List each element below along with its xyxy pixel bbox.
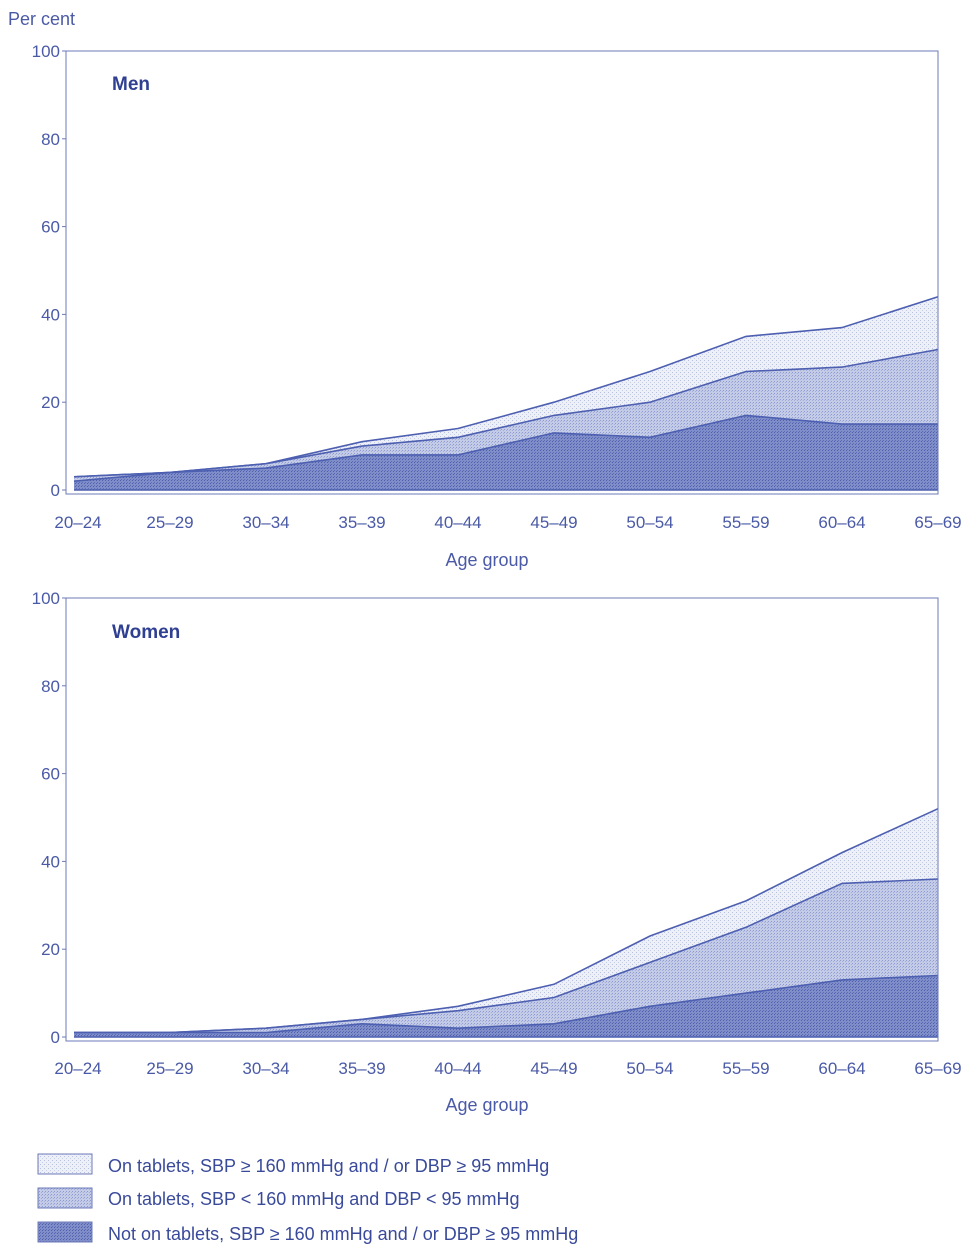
women-x-tick-label: 30–34 (242, 1059, 289, 1078)
men-line-medium (73, 348, 939, 478)
women-x-tick-label: 25–29 (146, 1059, 193, 1078)
legend-label-dark: Not on tablets, SBP ≥ 160 mmHg and / or … (108, 1224, 578, 1244)
women-line-dark (74, 974, 939, 1034)
legend-swatch-medium (37, 1187, 93, 1209)
y-unit-label: Per cent (8, 9, 75, 29)
men-x-tick-label: 35–39 (338, 513, 385, 532)
women-plot-frame (65, 597, 939, 1042)
legend-item-light: On tablets, SBP ≥ 160 mmHg and / or DBP … (37, 1153, 549, 1176)
legend-item-medium: On tablets, SBP < 160 mmHg and DBP < 95 … (37, 1187, 520, 1209)
men-y-tick-label: 100 (32, 42, 60, 61)
men-y-axis: 0 20 40 60 80 100 (32, 42, 66, 500)
men-x-tick-label: 50–54 (626, 513, 673, 532)
legend-swatch-light (37, 1153, 93, 1175)
men-line-dark (73, 414, 938, 482)
women-x-tick-label: 45–49 (530, 1059, 577, 1078)
panel-women: 0 20 40 60 80 100 20–24 25–29 30–34 35–39 40–44 45… (32, 589, 962, 1115)
men-x-tick-label: 60–64 (818, 513, 865, 532)
men-x-axis: 20–24 25–29 30–34 35–39 40–44 45–49 50–54 55–59… (54, 513, 961, 532)
men-area-dark (74, 415, 938, 490)
women-y-tick-label: 60 (41, 765, 60, 784)
women-x-tick-label: 65–69 (914, 1059, 961, 1078)
women-y-tick-label: 100 (32, 589, 60, 608)
men-area-series (73, 296, 939, 491)
men-y-tick-label: 80 (41, 130, 60, 149)
women-area-series (74, 807, 939, 1038)
men-x-tick-label: 40–44 (434, 513, 481, 532)
women-x-tick-label: 50–54 (626, 1059, 673, 1078)
women-line-medium (74, 878, 939, 1034)
women-y-tick-label: 20 (41, 940, 60, 959)
women-panel-title: Women (112, 622, 180, 643)
men-y-tick-label: 20 (41, 393, 60, 412)
men-x-tick-label: 45–49 (530, 513, 577, 532)
men-x-axis-title: Age group (445, 550, 528, 570)
men-panel-title: Men (112, 74, 150, 95)
men-plot-frame (65, 50, 939, 495)
men-x-tick-label: 20–24 (54, 513, 101, 532)
men-x-tick-label: 30–34 (242, 513, 289, 532)
women-x-axis: 20–24 25–29 30–34 35–39 40–44 45–49 50–54 55–59… (54, 1059, 961, 1078)
legend-item-dark: Not on tablets, SBP ≥ 160 mmHg and / or … (37, 1221, 578, 1244)
women-area-dark (74, 975, 938, 1037)
legend: On tablets, SBP ≥ 160 mmHg and / or DBP … (37, 1153, 578, 1244)
men-y-tick-label: 60 (41, 218, 60, 237)
men-x-tick-label: 55–59 (722, 513, 769, 532)
women-y-tick-label: 0 (51, 1028, 60, 1047)
men-y-tick-label: 40 (41, 305, 60, 324)
women-y-tick-label: 80 (41, 677, 60, 696)
women-y-tick-label: 40 (41, 852, 60, 871)
women-x-tick-label: 60–64 (818, 1059, 865, 1078)
men-x-tick-label: 25–29 (146, 513, 193, 532)
men-x-tick-label: 65–69 (914, 513, 961, 532)
women-x-axis-title: Age group (445, 1095, 528, 1115)
women-x-tick-label: 40–44 (434, 1059, 481, 1078)
women-y-axis: 0 20 40 60 80 100 (32, 589, 66, 1047)
legend-label-light: On tablets, SBP ≥ 160 mmHg and / or DBP … (108, 1156, 549, 1176)
women-x-tick-label: 20–24 (54, 1059, 101, 1078)
legend-swatch-dark (37, 1221, 93, 1243)
women-x-tick-label: 35–39 (338, 1059, 385, 1078)
legend-label-medium: On tablets, SBP < 160 mmHg and DBP < 95 … (108, 1189, 520, 1209)
women-x-tick-label: 55–59 (722, 1059, 769, 1078)
men-y-tick-label: 0 (51, 481, 60, 500)
panel-men: 0 20 40 60 80 100 20–24 25–29 30–34 35–39 40–44 45… (32, 42, 962, 570)
